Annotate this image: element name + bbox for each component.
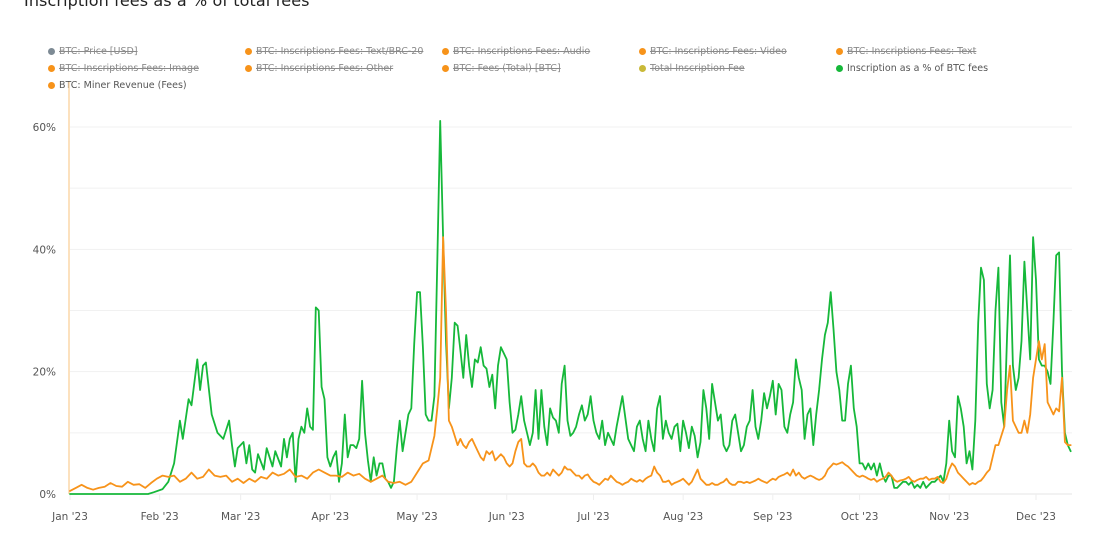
legend-marker-icon: [836, 48, 843, 55]
legend-label: BTC: Inscriptions Fees: Audio: [453, 46, 591, 57]
x-tick-label: Dec '23: [1016, 511, 1056, 523]
legend-label: BTC: Inscriptions Fees: Other: [256, 63, 394, 74]
x-tick-label: Sep '23: [753, 511, 792, 523]
y-tick-label: 40%: [33, 244, 56, 256]
legend-marker-icon: [48, 82, 55, 89]
legend-item[interactable]: BTC: Inscriptions Fees: Other: [245, 63, 393, 74]
x-tick-label: Jul '23: [576, 511, 609, 523]
legend-label: BTC: Miner Revenue (Fees): [59, 80, 187, 91]
legend-item[interactable]: BTC: Inscriptions Fees: Video: [639, 46, 787, 57]
legend-item[interactable]: BTC: Miner Revenue (Fees): [48, 80, 187, 91]
legend-label: BTC: Inscriptions Fees: Text/BRC-20: [256, 46, 424, 57]
legend-label: BTC: Inscriptions Fees: Video: [650, 46, 787, 57]
legend-marker-icon: [639, 65, 646, 72]
y-tick-label: 0%: [39, 489, 56, 501]
legend-marker-icon: [836, 65, 843, 72]
legend-item[interactable]: Total Inscription Fee: [639, 63, 745, 74]
x-tick-label: Feb '23: [141, 511, 179, 523]
legend-item[interactable]: BTC: Inscriptions Fees: Text: [836, 46, 976, 57]
legend-label: Inscription as a % of BTC fees: [847, 63, 989, 74]
x-tick-label: Jun '23: [488, 511, 525, 523]
y-tick-label: 60%: [33, 122, 56, 134]
legend-label: Total Inscription Fee: [650, 63, 745, 74]
legend-marker-icon: [245, 65, 252, 72]
legend-label: BTC: Price [USD]: [59, 46, 138, 57]
legend-marker-icon: [245, 48, 252, 55]
legend-item[interactable]: BTC: Price [USD]: [48, 46, 138, 57]
x-tick-label: Oct '23: [841, 511, 879, 523]
legend-marker-icon: [48, 48, 55, 55]
chart-title: Inscription fees as a % of total fees: [24, 0, 310, 10]
legend-item[interactable]: BTC: Inscriptions Fees: Audio: [442, 46, 590, 57]
legend-label: BTC: Inscriptions Fees: Text: [847, 46, 977, 57]
x-tick-label: May '23: [396, 511, 437, 523]
x-tick-label: Apr '23: [311, 511, 349, 523]
x-tick-label: Jan '23: [51, 511, 88, 523]
legend-marker-icon: [639, 48, 646, 55]
legend-label: BTC: Fees (Total) [BTC]: [453, 63, 561, 74]
legend-marker-icon: [442, 48, 449, 55]
legend-item[interactable]: BTC: Inscriptions Fees: Text/BRC-20: [245, 46, 423, 57]
legend-item[interactable]: BTC: Fees (Total) [BTC]: [442, 63, 561, 74]
legend-marker-icon: [48, 65, 55, 72]
series-line-inscription-pct: [69, 120, 1072, 495]
x-tick-label: Nov '23: [929, 511, 969, 523]
x-tick-label: Aug '23: [663, 511, 703, 523]
x-tick-label: Mar '23: [221, 511, 260, 523]
series-line-miner-revenue-fees: [69, 236, 1072, 492]
legend-label: BTC: Inscriptions Fees: Image: [59, 63, 199, 74]
legend-item[interactable]: BTC: Inscriptions Fees: Image: [48, 63, 199, 74]
y-tick-label: 20%: [33, 367, 56, 379]
legend-item[interactable]: Inscription as a % of BTC fees: [836, 63, 988, 74]
legend-marker-icon: [442, 65, 449, 72]
